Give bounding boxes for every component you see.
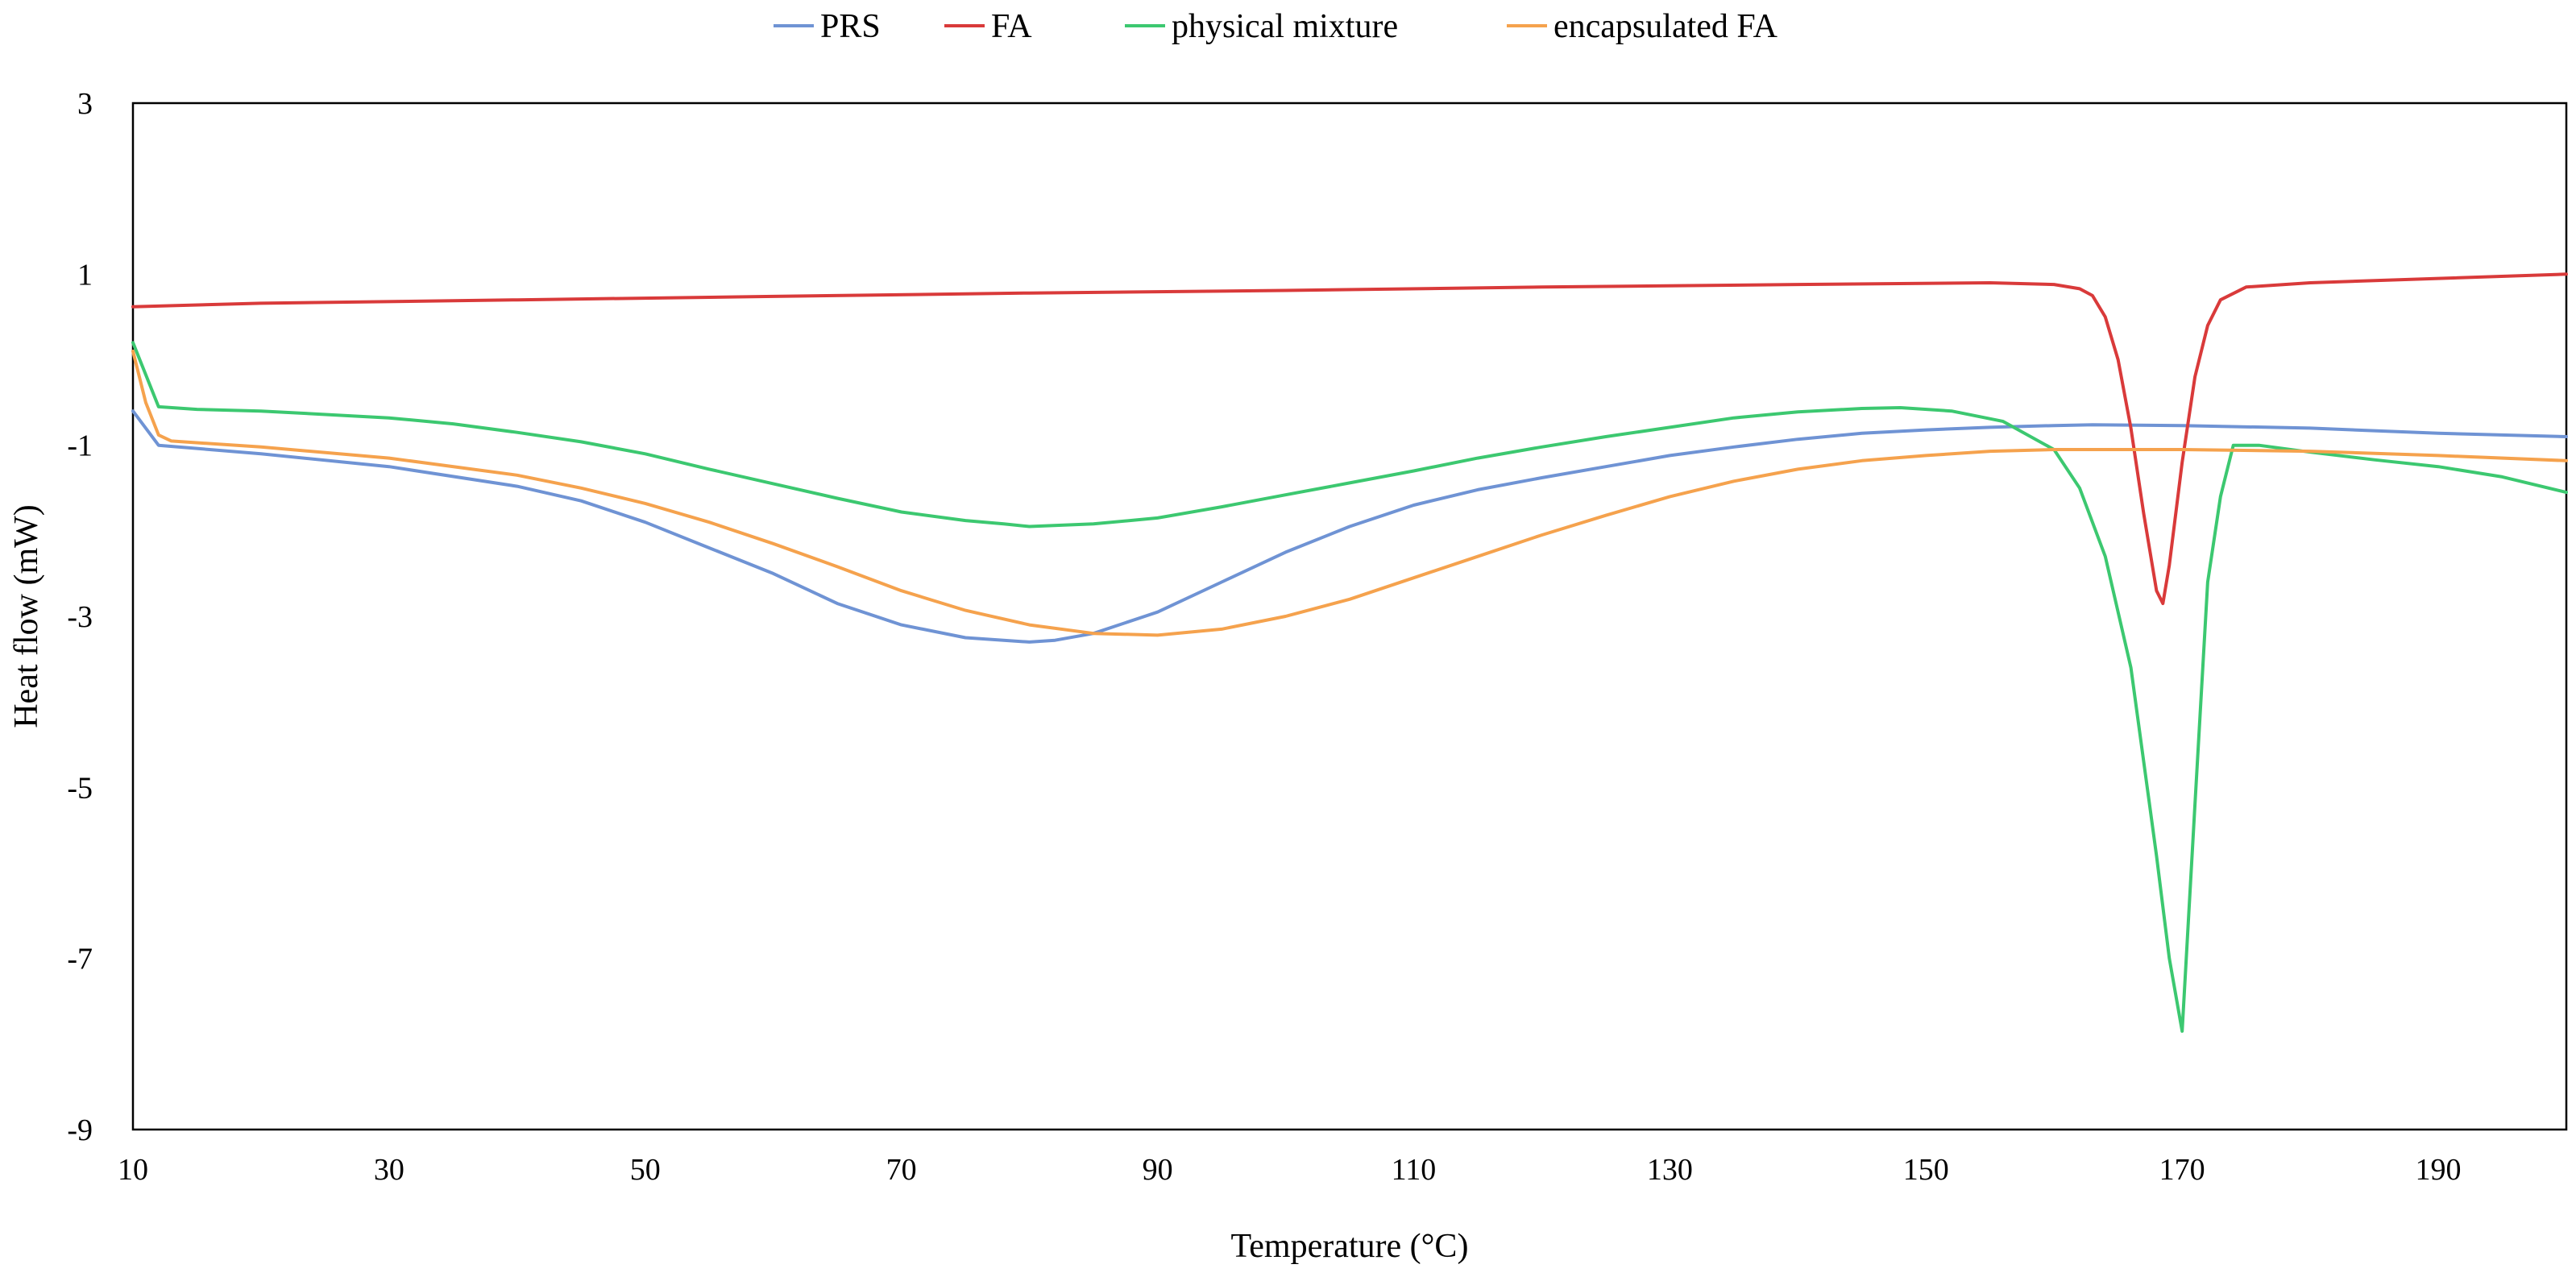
series-line-fa: [131, 272, 2568, 606]
x-tick-label: 150: [1903, 1153, 1949, 1187]
y-tick-label: -3: [67, 600, 93, 634]
x-tick-label: 130: [1647, 1153, 1693, 1187]
x-tick-label: 170: [2159, 1153, 2205, 1187]
legend-label-prs: PRS: [820, 8, 881, 45]
y-tick-label: -1: [67, 429, 93, 463]
legend: PRS FA physical mixture encapsulated FA: [774, 8, 1778, 45]
plot-area: [131, 102, 2568, 1131]
y-tick-label: -5: [67, 771, 93, 805]
y-tick-label: 3: [77, 87, 93, 121]
y-axis-title: Heat flow (mW): [8, 504, 45, 728]
legend-label-fa: FA: [991, 8, 1032, 45]
y-tick-label: -9: [67, 1113, 93, 1147]
x-axis-ticks: 10 30 50 70 90 110 130 150 170 190: [118, 1153, 2462, 1187]
legend-label-physical-mixture: physical mixture: [1172, 8, 1398, 45]
series-lines: [131, 272, 2568, 1033]
y-tick-label: 1: [77, 258, 93, 292]
x-axis-title: Temperature (°C): [1231, 1228, 1469, 1265]
x-tick-label: 10: [118, 1153, 148, 1187]
x-tick-label: 30: [374, 1153, 404, 1187]
x-tick-label: 50: [630, 1153, 661, 1187]
legend-label-encapsulated-fa: encapsulated FA: [1553, 8, 1778, 45]
x-tick-label: 70: [886, 1153, 917, 1187]
x-tick-label: 190: [2416, 1153, 2462, 1187]
series-line-physical-mixture: [131, 341, 2568, 1033]
legend-entry-fa: FA: [944, 8, 1032, 45]
y-axis-ticks: 3 1 -1 -3 -5 -7 -9: [67, 87, 93, 1147]
legend-entry-prs: PRS: [774, 8, 881, 45]
x-tick-label: 90: [1143, 1153, 1173, 1187]
series-line-encapsulated-fa: [131, 349, 2568, 637]
legend-entry-encapsulated-fa: encapsulated FA: [1507, 8, 1778, 45]
legend-entry-physical-mixture: physical mixture: [1125, 8, 1398, 45]
y-tick-label: -7: [67, 943, 93, 976]
x-tick-label: 110: [1392, 1153, 1437, 1187]
